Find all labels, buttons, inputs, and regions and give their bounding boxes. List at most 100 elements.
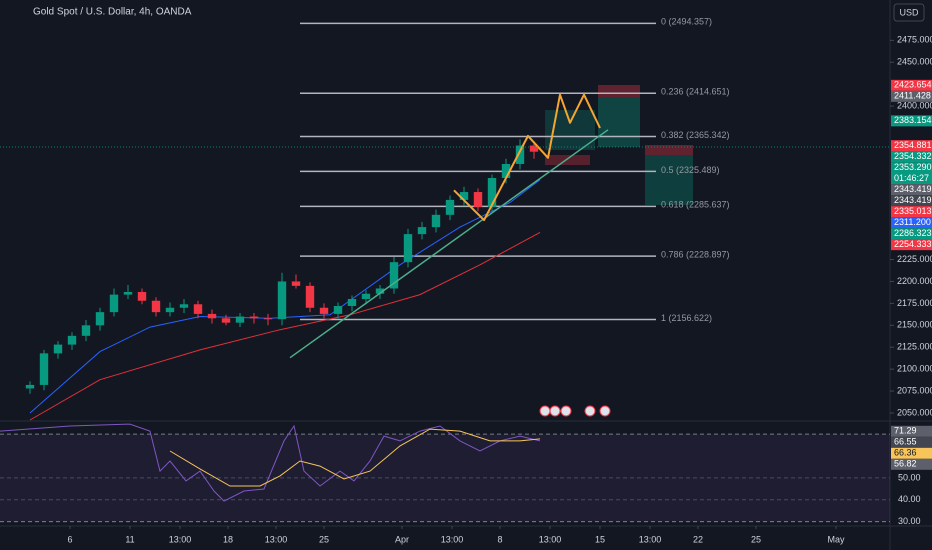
target-zone — [598, 97, 640, 147]
x-tick-label: 13:00 — [169, 534, 192, 544]
price-tag-label: 2423.654 — [894, 80, 932, 90]
currency-button[interactable] — [893, 3, 925, 22]
stop-zone — [598, 85, 640, 97]
trendline — [289, 129, 609, 359]
y-tick-label: 2475.000 — [897, 35, 932, 45]
candle-body — [473, 192, 483, 207]
price-tag — [891, 140, 932, 152]
candle-body — [81, 325, 91, 336]
price-tag — [891, 162, 932, 185]
y-tick-label: 2050.000 — [897, 407, 932, 417]
price-tag-label: 2411.428 — [894, 91, 931, 101]
y-tick-label: 2100.000 — [897, 364, 932, 374]
candle-body — [165, 307, 175, 313]
price-tag-label: 2353.290 — [894, 162, 932, 172]
candle-body — [487, 177, 497, 207]
x-tick-label: 11 — [125, 534, 134, 544]
price-tag — [891, 217, 932, 229]
event-icon[interactable] — [560, 405, 572, 417]
rsi-ma-line — [169, 428, 541, 487]
price-tag-label: 2311.200 — [894, 217, 931, 227]
price-tag — [891, 184, 932, 196]
fib-label: 0 (2494.357) — [661, 17, 712, 27]
candle-body — [137, 291, 147, 301]
x-tick-label: Apr — [395, 534, 409, 544]
price-tag-label: 2343.419 — [894, 195, 932, 205]
y-tick-label: 2450.000 — [897, 57, 932, 67]
price-tag — [891, 436, 932, 448]
fib-label: 0.382 (2365.342) — [661, 130, 730, 140]
x-tick-label: 8 — [497, 534, 502, 544]
event-icon[interactable] — [599, 405, 611, 417]
x-tick-label: 25 — [751, 534, 761, 544]
candle-body — [389, 262, 399, 289]
candle-body — [361, 293, 371, 299]
fib-label: 0.5 (2325.489) — [661, 165, 720, 175]
candle-body — [445, 199, 455, 215]
price-tag-label: 2286.323 — [894, 228, 932, 238]
price-tag — [891, 458, 932, 470]
candle-body — [529, 145, 539, 152]
candle-body — [25, 384, 35, 389]
rsi-tick-label: 30.00 — [898, 516, 921, 526]
candle-body — [39, 353, 49, 385]
price-tag — [891, 206, 932, 218]
x-tick-label: May — [827, 534, 845, 544]
x-tick-label: 22 — [693, 534, 703, 544]
stop-zone — [645, 145, 693, 155]
price-tag — [891, 115, 932, 127]
y-tick-label: 2125.000 — [897, 342, 932, 352]
price-tag — [891, 447, 932, 459]
candle-body — [375, 288, 385, 294]
price-tag-label: 66.55 — [894, 437, 917, 447]
event-icon[interactable] — [549, 405, 561, 417]
candle-body — [53, 344, 63, 354]
price-tag — [891, 90, 932, 102]
y-tick-label: 2150.000 — [897, 320, 932, 330]
price-tag — [891, 151, 932, 163]
y-tick-label: 2075.000 — [897, 385, 932, 395]
price-tag-label: 2354.332 — [894, 151, 932, 161]
candle-body — [403, 234, 413, 263]
plot: 50.0040.0030.002475.0002450.0002400.0002… — [0, 17, 932, 544]
candle-body — [249, 316, 259, 319]
price-tag-label: 2343.419 — [894, 184, 932, 194]
x-tick-label: 13:00 — [539, 534, 562, 544]
candle-body — [263, 318, 273, 320]
candle-body — [109, 294, 119, 313]
candle-body — [319, 307, 329, 314]
candle-body — [67, 335, 77, 345]
candle-body — [193, 304, 203, 314]
candle-body — [277, 281, 287, 320]
candle-body — [305, 285, 315, 308]
price-tag — [891, 79, 932, 91]
price-tag-label: 66.36 — [894, 448, 917, 458]
candle-body — [501, 163, 511, 178]
price-tag — [891, 195, 932, 207]
candle-body — [459, 192, 469, 200]
y-tick-label: 2400.000 — [897, 100, 932, 110]
moving-average — [29, 231, 541, 421]
rsi-line — [0, 423, 541, 502]
fib-label: 0.618 (2285.637) — [661, 200, 730, 210]
candle-body — [179, 304, 189, 308]
candle-body — [515, 145, 525, 164]
stop-zone — [545, 155, 590, 165]
x-tick-label: 13:00 — [265, 534, 288, 544]
y-tick-label: 2225.000 — [897, 254, 932, 264]
candle-body — [235, 316, 245, 323]
rsi-tick-label: 50.00 — [898, 472, 921, 482]
x-tick-label: 13:00 — [639, 534, 662, 544]
x-tick-label: 18 — [223, 534, 233, 544]
candle-body — [151, 300, 161, 313]
currency-label: USD — [899, 7, 919, 17]
chart-title: Gold Spot / U.S. Dollar, 4h, OANDA — [33, 7, 192, 18]
x-tick-label: 6 — [67, 534, 72, 544]
event-icon[interactable] — [584, 405, 596, 417]
event-icons — [539, 405, 611, 417]
candle-body — [207, 313, 217, 319]
event-icon[interactable] — [539, 405, 551, 417]
fib-label: 1 (2156.622) — [661, 313, 712, 323]
candle-body — [123, 291, 133, 295]
